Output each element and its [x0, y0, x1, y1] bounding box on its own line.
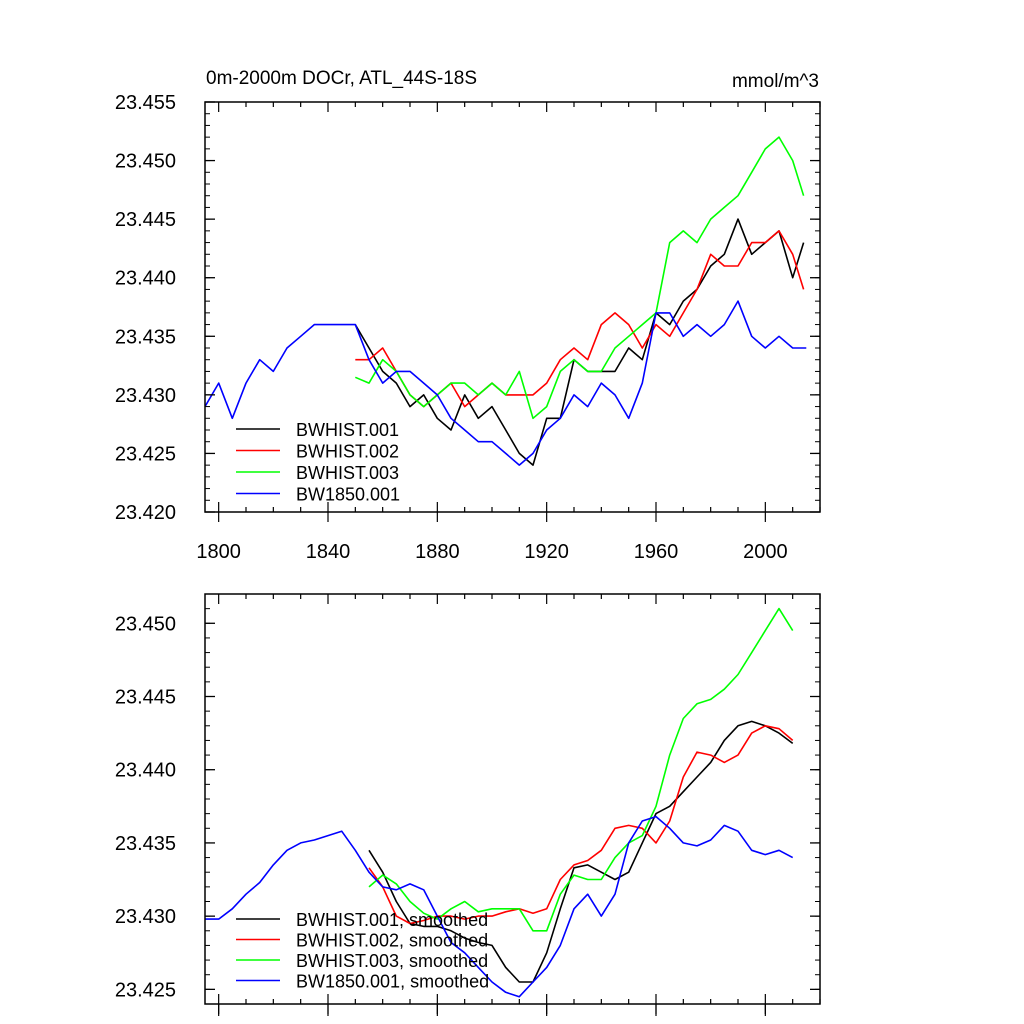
bottom-series-line-2 — [368, 724, 794, 925]
top-panel: 23.420 23.425 23.430 23.435 23.440 23.445 23.4… — [115, 68, 821, 563]
top-x-tick-label: 1960 — [634, 541, 679, 563]
bottom-series-line-3 — [368, 607, 794, 932]
top-y-tick-label: 23.455 — [115, 92, 176, 114]
bottom-legend-label: BWHIST.001, smoothed — [296, 910, 488, 930]
bottom-y-tick-label: 23.450 — [115, 613, 176, 635]
bottom-y-tick-label: 23.435 — [115, 833, 176, 855]
top-chart-units: mmol/m^3 — [732, 71, 819, 92]
top-legend-label: BWHIST.003 — [296, 463, 399, 483]
bottom-series-line-4 — [205, 815, 794, 998]
top-plot-frame — [204, 101, 821, 513]
top-x-tick-label: 1920 — [524, 541, 569, 563]
top-x-tick-label: 2000 — [743, 541, 788, 563]
bottom-y-tick-label: 23.445 — [115, 687, 176, 709]
top-y-tick-label: 23.435 — [115, 326, 176, 348]
top-x-tick-label: 1800 — [196, 541, 241, 563]
bottom-series-line-1 — [368, 720, 794, 983]
top-series-line-3 — [354, 136, 805, 420]
bottom-y-tick-label: 23.430 — [115, 906, 176, 928]
top-y-tick-label: 23.445 — [115, 209, 176, 231]
bottom-y-tick-label: 23.425 — [115, 979, 176, 1001]
top-chart-title: 0m-2000m DOCr, ATL_44S-18S — [206, 68, 477, 89]
top-y-tick-label: 23.450 — [115, 151, 176, 173]
top-y-tick-label: 23.440 — [115, 268, 176, 290]
top-series-line-1 — [354, 218, 805, 466]
top-y-tick-label: 23.420 — [115, 502, 176, 524]
bottom-panel: 23.425 23.430 23.435 23.440 23.445 23.450 BWH… — [115, 593, 821, 1016]
top-y-tick-label: 23.425 — [115, 443, 176, 465]
top-legend-label: BW1850.001 — [296, 485, 400, 505]
bottom-y-tick-label: 23.440 — [115, 760, 176, 782]
top-legend-label: BWHIST.002 — [296, 442, 399, 462]
top-y-tick-label: 23.430 — [115, 385, 176, 407]
bottom-legend-label: BWHIST.003, smoothed — [296, 951, 488, 971]
bottom-legend-label: BWHIST.002, smoothed — [296, 931, 488, 951]
top-legend-label: BWHIST.001 — [296, 420, 399, 440]
top-x-tick-label: 1880 — [415, 541, 460, 563]
top-x-tick-label: 1840 — [306, 541, 351, 563]
bottom-legend-label: BW1850.001, smoothed — [296, 972, 489, 992]
top-series-line-4 — [205, 300, 807, 466]
top-series-line-2 — [355, 230, 805, 408]
